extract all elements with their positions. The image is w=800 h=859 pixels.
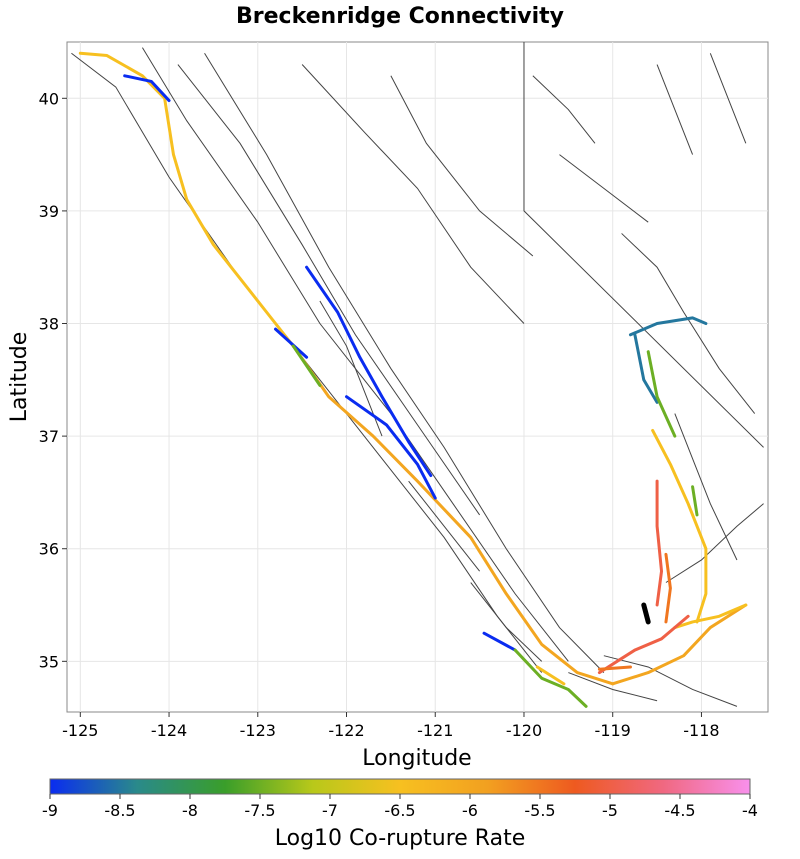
- colorbar-tick-label: -5: [602, 801, 618, 820]
- x-tick-label: -120: [506, 721, 542, 740]
- rupture-trace: [513, 648, 588, 708]
- background-faults: [71, 42, 764, 707]
- background-fault: [408, 480, 481, 572]
- y-tick-label: 39: [39, 202, 59, 221]
- x-axis-label: Longitude: [362, 746, 471, 771]
- x-axis-ticks: -125 -124 -123 -122 -121 -120 -119 -118: [62, 712, 720, 740]
- background-fault: [390, 75, 534, 257]
- x-tick-label: -124: [151, 721, 187, 740]
- colorbar: [49, 778, 751, 795]
- background-fault: [319, 300, 383, 437]
- rupture-trace: [651, 428, 708, 624]
- y-axis-label: Latitude: [7, 332, 32, 423]
- background-fault: [603, 655, 738, 707]
- rupture-trace: [123, 74, 171, 103]
- colorbar-tick-label: -6.5: [384, 801, 415, 820]
- colorbar-tick-label: -4.5: [664, 801, 695, 820]
- x-tick-label: -125: [62, 721, 98, 740]
- rupture-trace: [291, 344, 615, 686]
- chart-title: Breckenridge Connectivity: [236, 4, 564, 29]
- background-fault: [665, 503, 764, 583]
- colorbar-tick-label: -7.5: [244, 801, 275, 820]
- background-fault: [656, 64, 694, 155]
- background-fault: [621, 233, 756, 414]
- rupture-trace: [274, 327, 309, 359]
- background-fault: [523, 42, 764, 448]
- y-axis-ticks: 35 36 37 38 39 40: [39, 89, 67, 671]
- rupture-trace: [345, 395, 437, 500]
- x-tick-label: -123: [240, 721, 276, 740]
- rupture-trace: [633, 333, 659, 404]
- rupture-trace: [628, 316, 708, 337]
- rupture-trace: [641, 602, 651, 625]
- y-tick-label: 36: [39, 540, 59, 559]
- background-fault: [709, 53, 747, 144]
- background-fault: [204, 52, 605, 673]
- x-tick-label: -121: [417, 721, 453, 740]
- rupture-trace: [535, 665, 566, 686]
- background-fault: [470, 582, 543, 662]
- plot-area: [66, 41, 769, 713]
- colorbar-label: Log10 Co-rupture Rate: [275, 826, 526, 851]
- background-fault: [559, 154, 649, 223]
- rupture-trace: [646, 350, 677, 438]
- rupture-trace: [482, 631, 517, 652]
- colorbar-tick-label: -9: [42, 801, 58, 820]
- colorbar-tick-label: -5.5: [524, 801, 555, 820]
- colorbar-tick-label: -4: [742, 801, 758, 820]
- rupture-trace: [78, 51, 295, 348]
- background-fault: [532, 75, 596, 144]
- colorbar-tick-label: -6: [462, 801, 478, 820]
- rupture-trace: [291, 344, 322, 387]
- x-tick-label: -119: [595, 721, 631, 740]
- rupture-trace: [597, 665, 632, 671]
- background-fault: [674, 413, 738, 561]
- rupture-trace: [691, 485, 699, 517]
- rupture-traces: [78, 51, 748, 708]
- rupture-trace: [611, 603, 748, 686]
- colorbar-ticks: -9 -8.5 -8 -7.5 -7 -6.5 -6 -5.5 -5 -4.5 -4: [42, 794, 758, 820]
- rupture-trace: [664, 552, 672, 624]
- x-tick-label: -118: [683, 721, 719, 740]
- colorbar-tick-label: -7: [322, 801, 338, 820]
- rupture-trace: [673, 603, 748, 630]
- y-tick-label: 35: [39, 652, 59, 671]
- rupture-trace: [597, 614, 690, 675]
- background-fault: [71, 52, 543, 673]
- colorbar-tick-label: -8.5: [104, 801, 135, 820]
- y-tick-label: 37: [39, 427, 59, 446]
- background-fault: [568, 672, 658, 702]
- x-tick-label: -122: [328, 721, 364, 740]
- background-fault: [177, 64, 481, 516]
- y-tick-label: 40: [39, 89, 59, 108]
- y-tick-label: 38: [39, 315, 59, 334]
- rupture-trace: [655, 479, 664, 607]
- grid: [67, 42, 768, 712]
- colorbar-tick-label: -8: [182, 801, 198, 820]
- background-fault: [301, 64, 525, 324]
- rupture-trace: [305, 265, 433, 478]
